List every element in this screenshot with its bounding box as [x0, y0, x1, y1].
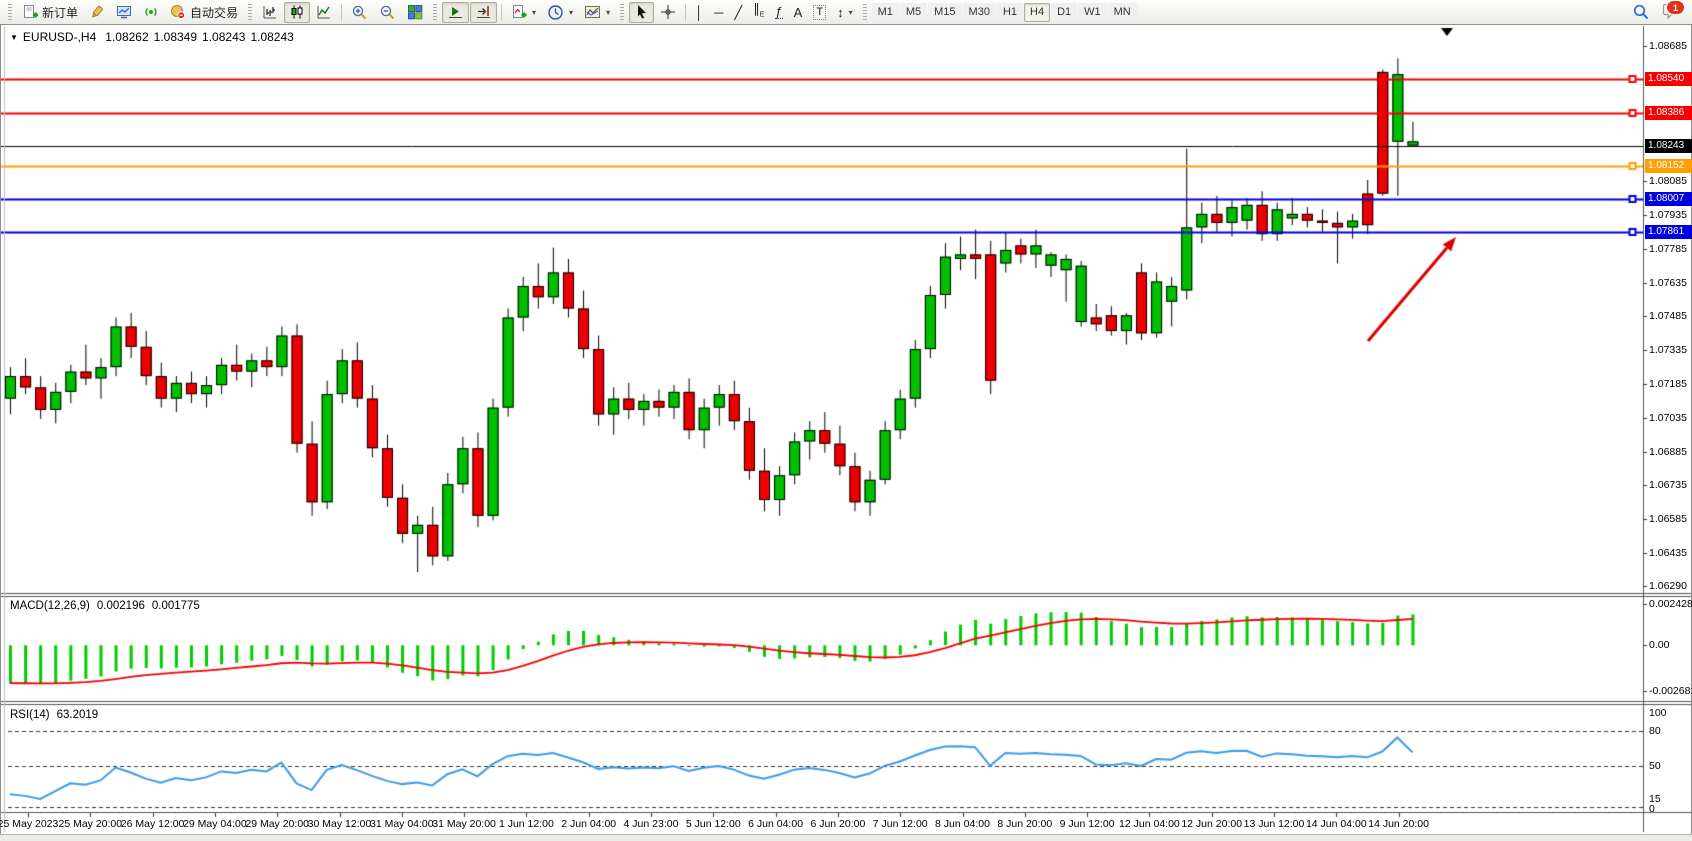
price-line-badge[interactable]: 1.08152: [1645, 159, 1692, 174]
toolbar-grip[interactable]: [433, 4, 438, 20]
chart-high-value: 1.08349: [153, 30, 198, 44]
tab-d1[interactable]: D1: [1051, 2, 1078, 22]
chart-shift-icon: [477, 6, 491, 18]
text-label-tool[interactable]: T: [808, 2, 831, 23]
notification-badge: 1: [1666, 0, 1685, 15]
tab-w1[interactable]: W1: [1078, 2, 1107, 22]
crayon-icon: [92, 5, 103, 18]
signal-icon: [145, 8, 157, 16]
new-order-label: 新订单: [42, 5, 79, 20]
zoom-in-icon: [352, 5, 367, 19]
chart-close-value: 1.08243: [250, 30, 294, 44]
bar-chart-icon: [263, 6, 277, 19]
terminal-icon: [117, 6, 132, 19]
chart-open-value: 1.08262: [105, 30, 149, 44]
chart-title: ▼ EURUSD-,H4 1.08262 1.08349 1.08243 1.0…: [10, 30, 294, 44]
fibonacci-icon: ƒ: [775, 4, 783, 19]
channel-icon: ∥E: [753, 1, 765, 19]
price-line-badge[interactable]: 1.08007: [1645, 191, 1692, 206]
tab-m5[interactable]: M5: [899, 2, 928, 22]
auto-scroll-button[interactable]: [442, 1, 470, 23]
crosshair-button[interactable]: [655, 2, 681, 23]
line-chart-button[interactable]: [311, 2, 337, 23]
horizontal-line-icon: ─: [714, 4, 724, 20]
crosshair-icon: [661, 5, 676, 19]
dropdown-caret: ▾: [606, 7, 611, 17]
arrows-tool[interactable]: ↕ ▾: [832, 2, 858, 23]
label-icon: T: [813, 4, 827, 20]
auto-trading-label: 自动交易: [190, 5, 239, 20]
price-line-badge[interactable]: 1.07861: [1645, 224, 1692, 239]
zoom-out-button[interactable]: [374, 2, 401, 23]
tab-m30[interactable]: M30: [962, 2, 996, 22]
text-icon: A: [793, 4, 803, 20]
notifications-button[interactable]: 1: [1656, 0, 1688, 23]
toolbar-grip[interactable]: [248, 4, 253, 20]
toolbar: 新订单 自动交易: [0, 0, 1692, 25]
tab-mn[interactable]: MN: [1107, 2, 1137, 22]
vertical-line-tool[interactable]: │: [690, 2, 708, 23]
zoom-in-button[interactable]: [346, 2, 373, 23]
arrows-icon: ↕: [837, 4, 844, 20]
channel-tool[interactable]: ∥E: [748, 2, 769, 23]
toolbar-grip[interactable]: [620, 4, 625, 20]
search-button[interactable]: [1627, 2, 1655, 23]
auto-scroll-icon: [449, 7, 463, 18]
trendline-tool[interactable]: ╱: [729, 2, 747, 23]
chart-low-value: 1.08243: [202, 30, 246, 44]
new-order-icon: [24, 5, 38, 18]
horizontal-line-tool[interactable]: ─: [709, 2, 728, 23]
one-click-trading-toggle-icon[interactable]: ▼: [10, 32, 18, 42]
dropdown-caret: ▾: [569, 7, 574, 17]
line-chart-icon: [317, 6, 331, 19]
price-line-badge[interactable]: 1.08243: [1645, 138, 1692, 153]
auto-trading-button[interactable]: 自动交易: [165, 2, 243, 23]
tile-windows-button[interactable]: [402, 2, 428, 23]
candlestick-chart-icon: [291, 5, 303, 19]
trendline-icon: ╱: [734, 4, 743, 20]
vertical-line-icon: │: [695, 4, 704, 20]
cursor-button[interactable]: [629, 1, 655, 23]
tab-h1[interactable]: H1: [996, 2, 1024, 22]
terminal-button[interactable]: [111, 2, 137, 23]
tab-m1[interactable]: M1: [871, 2, 899, 22]
search-icon: [1633, 4, 1649, 20]
tab-m15[interactable]: M15: [928, 2, 962, 22]
indicators-icon: [513, 5, 527, 18]
indicators-button[interactable]: ▾: [506, 2, 541, 23]
text-tool[interactable]: A: [789, 2, 808, 23]
periods-button[interactable]: ▾: [542, 2, 578, 23]
chart-shift-button[interactable]: [470, 1, 498, 23]
templates-button[interactable]: ▾: [579, 2, 615, 23]
clock-icon: [548, 4, 563, 20]
dropdown-caret: ▾: [532, 7, 537, 17]
dropdown-caret: ▾: [848, 7, 853, 17]
zoom-out-icon: [380, 5, 395, 19]
profile-button[interactable]: [84, 2, 110, 23]
window-bottom-strip: [0, 834, 1692, 841]
toolbar-grip[interactable]: [8, 4, 12, 20]
bar-chart-button[interactable]: [257, 2, 283, 23]
price-line-badge[interactable]: 1.08386: [1645, 106, 1692, 121]
fibonacci-tool[interactable]: ƒ: [770, 2, 787, 23]
signal-button[interactable]: [138, 2, 164, 23]
new-order-button[interactable]: 新订单: [17, 2, 83, 23]
price-line-badge[interactable]: 1.08540: [1645, 71, 1692, 86]
chart-canvas[interactable]: [0, 25, 1692, 840]
toolbar-grip[interactable]: [862, 4, 867, 20]
tile-windows-icon: [408, 5, 423, 20]
chart-symbol-period: EURUSD-,H4: [22, 30, 97, 44]
window-left-edge: [0, 25, 1, 840]
auto-trading-icon: [171, 5, 186, 20]
cursor-icon: [638, 5, 647, 19]
tab-h4[interactable]: H4: [1024, 2, 1051, 22]
candlestick-chart-button[interactable]: [284, 1, 311, 23]
templates-icon: [585, 6, 601, 18]
